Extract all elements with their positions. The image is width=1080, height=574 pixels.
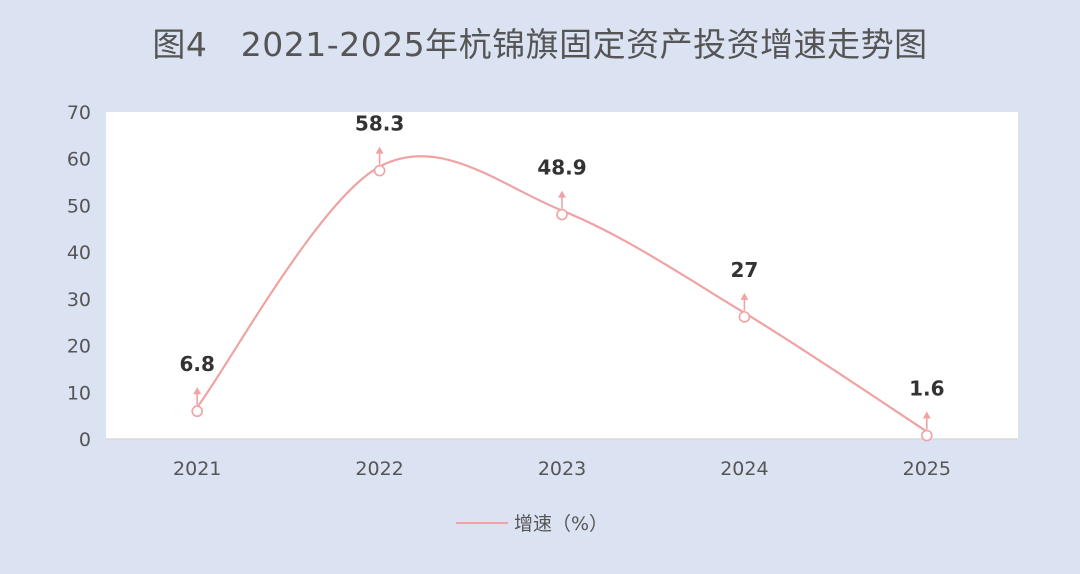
x-axis: 2021 2022 2023 2024 2025 <box>106 438 1018 480</box>
legend-line <box>456 522 508 524</box>
x-tick-label: 2021 <box>173 458 221 480</box>
data-label: 6.8 <box>179 352 214 376</box>
y-tick-label: 40 <box>67 242 91 264</box>
plot-area <box>106 112 1018 439</box>
x-tick-label: 2022 <box>355 458 403 480</box>
y-tick-label: 70 <box>67 102 91 124</box>
series-line <box>196 155 928 433</box>
y-tick-label: 10 <box>67 382 91 404</box>
x-tick-label: 2023 <box>538 458 586 480</box>
data-point <box>920 411 933 442</box>
data-point <box>556 190 568 221</box>
data-label: 1.6 <box>909 377 944 401</box>
x-tick-label: 2025 <box>903 458 951 480</box>
point-marker-arrow <box>193 387 202 395</box>
legend-label: 增速（%） <box>514 512 609 535</box>
point-marker-circle <box>920 429 933 442</box>
data-label: 48.9 <box>537 156 586 180</box>
chart-title: 图4 2021-2025年杭锦旗固定资产投资增速走势图 <box>152 25 928 64</box>
point-marker-arrow <box>375 146 384 154</box>
data-label: 58.3 <box>355 112 404 136</box>
data-point <box>373 146 386 177</box>
legend-swatch <box>456 512 508 532</box>
y-tick-label: 60 <box>67 149 91 171</box>
point-marker-arrow <box>922 411 931 419</box>
point-marker-arrow <box>740 292 749 300</box>
point-marker-circle <box>738 311 751 323</box>
x-tick-label: 2024 <box>720 458 768 480</box>
y-tick-label: 30 <box>67 289 91 311</box>
data-point <box>738 292 751 323</box>
data-point <box>191 387 203 418</box>
y-tick-label: 20 <box>67 336 91 358</box>
data-labels: 6.8 58.3 48.9 27 1.6 <box>179 112 944 401</box>
point-marker-circle <box>556 208 568 221</box>
data-label: 27 <box>730 258 758 282</box>
legend: 增速（%） <box>456 508 608 536</box>
y-tick-label: 50 <box>67 195 91 217</box>
series-layer <box>191 146 933 442</box>
point-marker-circle <box>373 164 386 177</box>
point-marker-arrow <box>558 190 566 198</box>
y-tick-label: 0 <box>79 429 91 451</box>
y-axis: 0 10 20 30 40 50 60 70 <box>67 102 91 451</box>
point-marker-circle <box>191 405 203 418</box>
